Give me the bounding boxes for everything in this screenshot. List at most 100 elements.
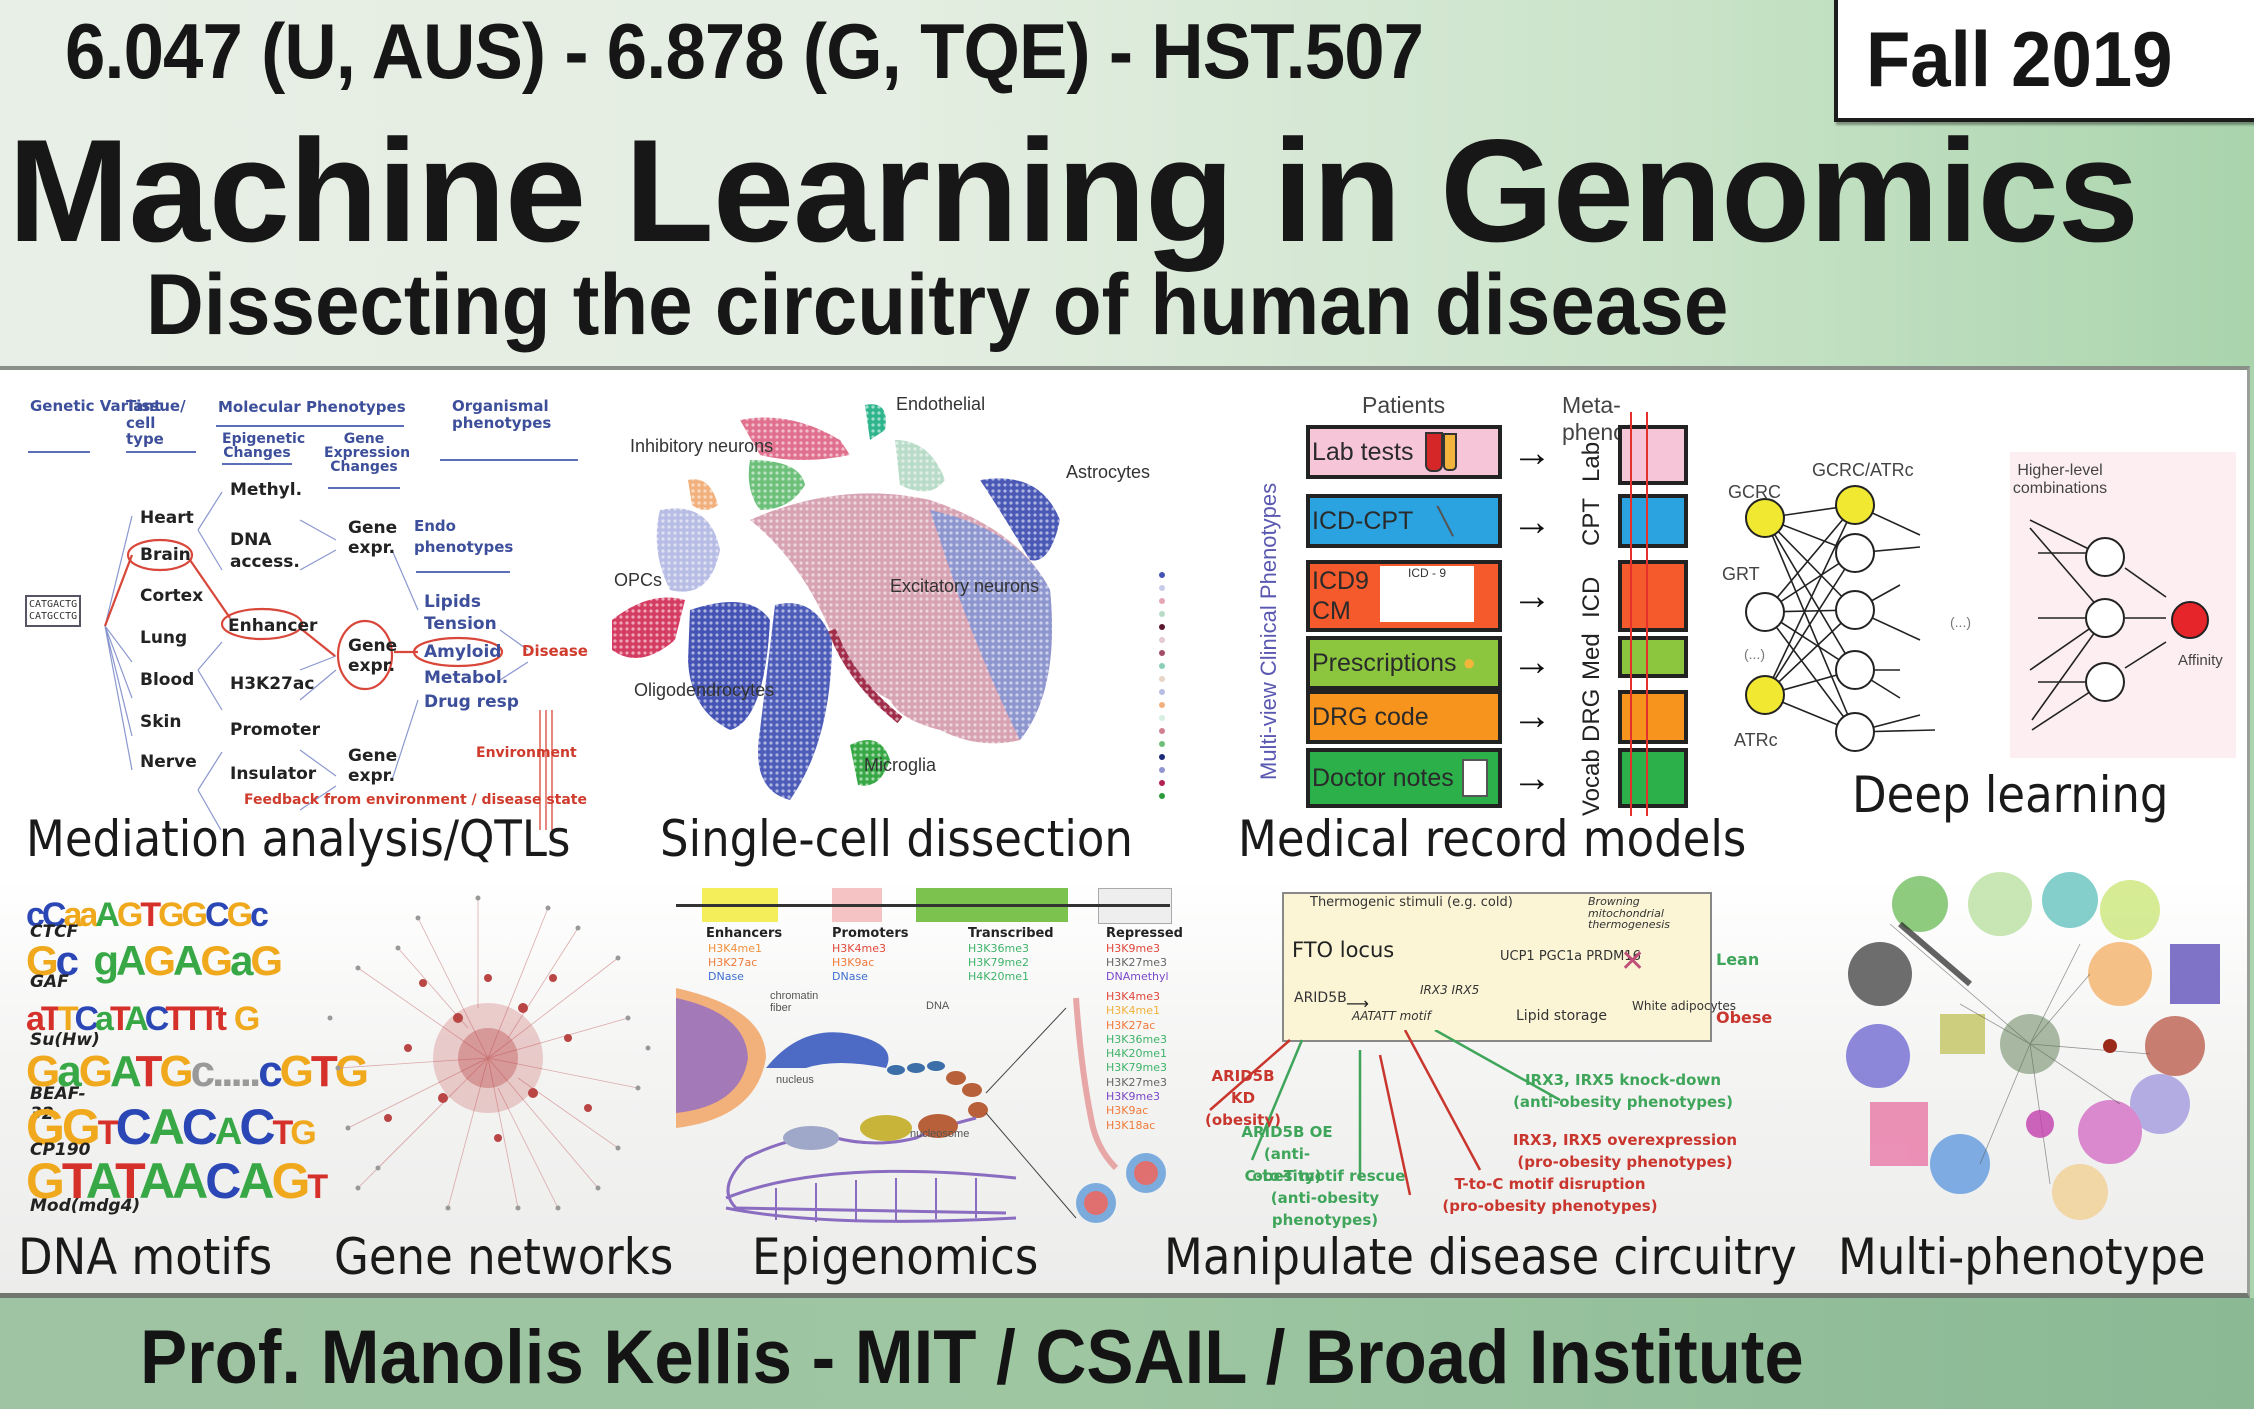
histone-mark-list: H3K4me3 H3K4me1 H3K27ac H3K36me3 H4K20me… — [1106, 990, 1167, 1133]
label-dna: DNA — [926, 1000, 950, 1012]
test-tube-icon — [1443, 433, 1458, 471]
mark-tx-2: H3K79me2 — [968, 956, 1029, 969]
motif-name-suhw: Su(Hw) — [30, 1030, 100, 1050]
arrow-icon: → — [1512, 431, 1552, 475]
gene-expr-3: Gene expr. — [348, 746, 398, 787]
caption-gene-networks: Gene networks — [334, 1228, 674, 1286]
page-title: Machine Learning in Genomics — [8, 109, 2139, 272]
intervention-irx-overexpression: IRX3, IRX5 overexpression (pro-obesity p… — [1512, 1131, 1738, 1171]
header-gene-expression: Gene Expression Changes — [324, 431, 411, 475]
histone-mark: H3K4me3 — [1106, 990, 1160, 1003]
caption-multi-phenotype: Multi-phenotype — [1838, 1228, 2206, 1286]
mark-rep-2: H3K27me3 — [1106, 956, 1167, 969]
state-enhancers: Enhancers — [706, 926, 783, 941]
stimuli-label: Thermogenic stimuli (e.g. cold) — [1310, 895, 1513, 910]
cluster-excitatory-neurons: Excitatory neurons — [890, 576, 1040, 596]
caption-deep-learning: Deep learning — [1852, 766, 2169, 824]
cluster-astrocytes: Astrocytes — [1066, 462, 1151, 482]
label-ellipsis: (...) — [1744, 646, 1765, 662]
epi-promoter: Promoter — [230, 720, 320, 740]
caption-disease-circuitry: Manipulate disease circuitry — [1164, 1228, 1797, 1286]
mark-tx-3: H4K20me1 — [968, 970, 1029, 983]
footer-bar — [0, 1298, 2254, 1409]
cluster-oligodendrocytes: Oligodendrocytes — [634, 680, 775, 700]
histone-mark: H4K20me1 — [1106, 1047, 1167, 1061]
mediation-lines-graphic — [28, 425, 578, 830]
meta-bar-lab — [1618, 425, 1688, 485]
intervention-irx-knockdown: IRX3, IRX5 knock-down (anti-obesity phen… — [1513, 1071, 1733, 1111]
feedback-label: Feedback from environment / disease stat… — [244, 792, 587, 808]
intervention-t-to-c: T-to-C motif disruption (pro-obesity phe… — [1442, 1175, 1658, 1215]
row-drg-code: DRG code — [1306, 690, 1502, 744]
intervention-c-to-t: C-to-T motif rescue (anti-obesity phenot… — [1244, 1167, 1406, 1229]
histone-mark: H3K18ac — [1106, 1118, 1156, 1132]
epi-dna: DNA — [230, 530, 272, 550]
multi-phenotype-figure — [1830, 864, 2230, 1234]
tissue-nerve: Nerve — [140, 752, 197, 772]
motif-name-ctcf: CTCF — [30, 922, 79, 942]
caption-single-cell: Single-cell dissection — [660, 810, 1133, 868]
environment-label: Environment — [476, 745, 577, 761]
label-affinity: Affinity — [2178, 652, 2223, 669]
network-graph-graphic — [327, 895, 651, 1211]
page-subtitle: Dissecting the circuitry of human diseas… — [146, 257, 1729, 353]
caption-mediation: Mediation analysis/QTLs — [26, 810, 571, 868]
lipid-storage-label: Lipid storage — [1516, 1008, 1607, 1024]
arrow-icon: → — [1512, 640, 1552, 684]
icd9-tag: ICD - 9 — [1407, 566, 1446, 580]
header-organismal-phenotypes: Organismal phenotypes — [452, 397, 552, 432]
mark-pro-2: H3K9ac — [832, 956, 875, 969]
meta-label-lab: Lab — [1578, 441, 1605, 482]
chromatin-illustration — [676, 988, 1166, 1223]
mark-enh-2: H3K27ac — [708, 956, 758, 969]
state-transcribed: Transcribed — [968, 926, 1054, 941]
irx-label: IRX3 IRX5 — [1420, 983, 1480, 997]
dna-track-line — [676, 904, 1170, 907]
histone-mark: H3K36me3 — [1106, 1032, 1167, 1046]
cluster-endothelial: Endothelial — [896, 394, 986, 414]
patients-header: Patients — [1362, 392, 1446, 418]
cluster-inhibitory-neurons: Inhibitory neurons — [630, 436, 774, 456]
clipboard-icon — [1461, 759, 1488, 797]
header-tissue: Tissue/ cell type — [126, 397, 186, 448]
variant-seq-ref: CATGACTG — [29, 599, 78, 610]
browning-label: Browning mitochondrial thermogenesis — [1588, 895, 1671, 932]
white-adipocytes-label: White adipocytes — [1632, 999, 1737, 1013]
footer-author: Prof. Manolis Kellis - MIT / CSAIL / Bro… — [140, 1315, 1804, 1400]
tissue-brain: Brain — [140, 545, 191, 565]
row-label: DRG code — [1312, 702, 1429, 731]
tissue-lung: Lung — [140, 628, 188, 648]
row-label: Prescriptions — [1312, 648, 1457, 677]
row-prescriptions: Prescriptions ● — [1306, 636, 1502, 690]
row-icd9-cm: ICD9 CM ICD - 9 — [1306, 560, 1502, 632]
term-badge: Fall 2019 — [1834, 0, 2254, 122]
mark-pro-1: H3K4me3 — [832, 942, 886, 955]
mark-tx-1: H3K36me3 — [968, 942, 1029, 955]
label-atrc: ATRc — [1734, 730, 1778, 750]
motif-name-cp190: CP190 — [30, 1140, 91, 1160]
label-chromatin-fiber: chromatin fiber — [770, 990, 819, 1014]
epi-insulator: Insulator — [230, 764, 317, 784]
clinical-phenotypes-label: Multi-view Clinical Phenotypes — [1256, 482, 1281, 780]
tissue-cortex: Cortex — [140, 586, 204, 606]
meta-label-med: Med — [1578, 633, 1605, 680]
label-nucleosome: nucleosome — [910, 1128, 970, 1140]
intervention-arrows — [1209, 1030, 1561, 1196]
gene-network-figure — [318, 888, 658, 1228]
caption-medical-records: Medical record models — [1238, 810, 1747, 868]
meta-label-vocab: Vocab — [1578, 749, 1605, 816]
motif-logo-ctcf: cCaaAGTGGCGc — [26, 896, 269, 934]
variant-sequence: CATGACTG CATGCCTG — [25, 595, 82, 627]
motif-logo-cp190: GGTCACACTG — [26, 1099, 317, 1155]
arid5b-label: ARID5B — [1294, 990, 1347, 1006]
selection-highlight — [1630, 412, 1648, 816]
motif-label: AATATT motif — [1352, 1009, 1431, 1023]
disease-label: Disease — [522, 642, 588, 660]
genes-label: UCP1 PGC1a PRDM16 — [1500, 949, 1641, 964]
caption-epigenomics: Epigenomics — [752, 1228, 1039, 1286]
blocked-x-icon: ✕ — [1620, 944, 1646, 979]
row-doctor-notes: Doctor notes — [1306, 748, 1502, 808]
row-lab-tests: Lab tests — [1306, 425, 1502, 479]
histone-mark: H3K9me3 — [1106, 1090, 1160, 1104]
arrow-icon: → — [1512, 574, 1552, 618]
